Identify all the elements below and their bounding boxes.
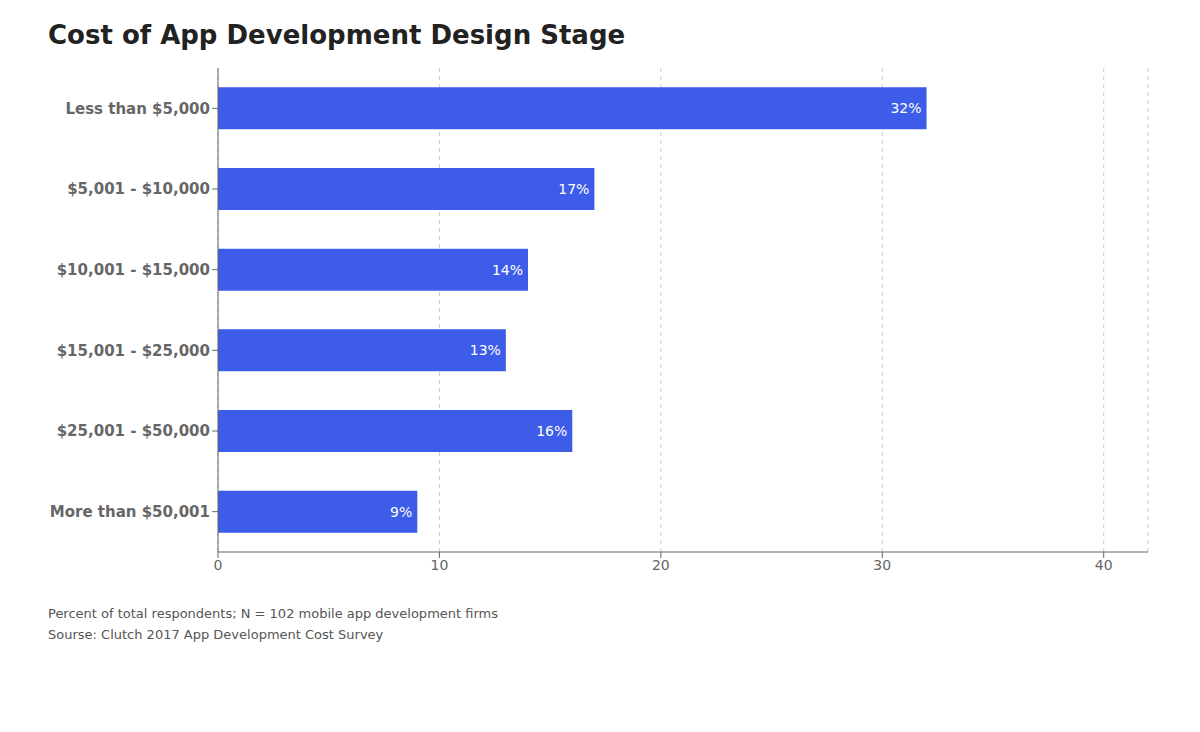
svg-text:$25,001 - $50,000: $25,001 - $50,000 <box>57 422 210 440</box>
svg-text:Less than $5,000: Less than $5,000 <box>65 100 210 118</box>
html-text:Sourse: Clutch 2017 App Develo: Sourse: Clutch 2017 App Development Cost… <box>48 627 384 642</box>
svg-text:$15,001 - $25,000: $15,001 - $25,000 <box>57 342 210 360</box>
svg-text:14%: 14% <box>492 262 523 278</box>
svg-text:20: 20 <box>652 557 670 573</box>
svg-text:13%: 13% <box>470 342 501 358</box>
svg-text:More than $50,001: More than $50,001 <box>50 503 210 521</box>
svg-text:17%: 17% <box>558 181 589 197</box>
html-text:Cost of App Development Design: Cost of App Development Design Stage <box>48 20 626 50</box>
svg-text:16%: 16% <box>536 423 567 439</box>
html-text:Percent of total respondents;: Percent of total respondents; N = 102 mo… <box>48 606 498 621</box>
svg-text:10: 10 <box>431 557 449 573</box>
svg-text:9%: 9% <box>390 504 412 520</box>
svg-text:40: 40 <box>1095 557 1113 573</box>
svg-text:0: 0 <box>214 557 223 573</box>
svg-text:32%: 32% <box>890 100 921 116</box>
svg-text:$10,001 - $15,000: $10,001 - $15,000 <box>57 261 210 279</box>
svg-text:$5,001 - $10,000: $5,001 - $10,000 <box>67 180 210 198</box>
svg-text:30: 30 <box>873 557 891 573</box>
